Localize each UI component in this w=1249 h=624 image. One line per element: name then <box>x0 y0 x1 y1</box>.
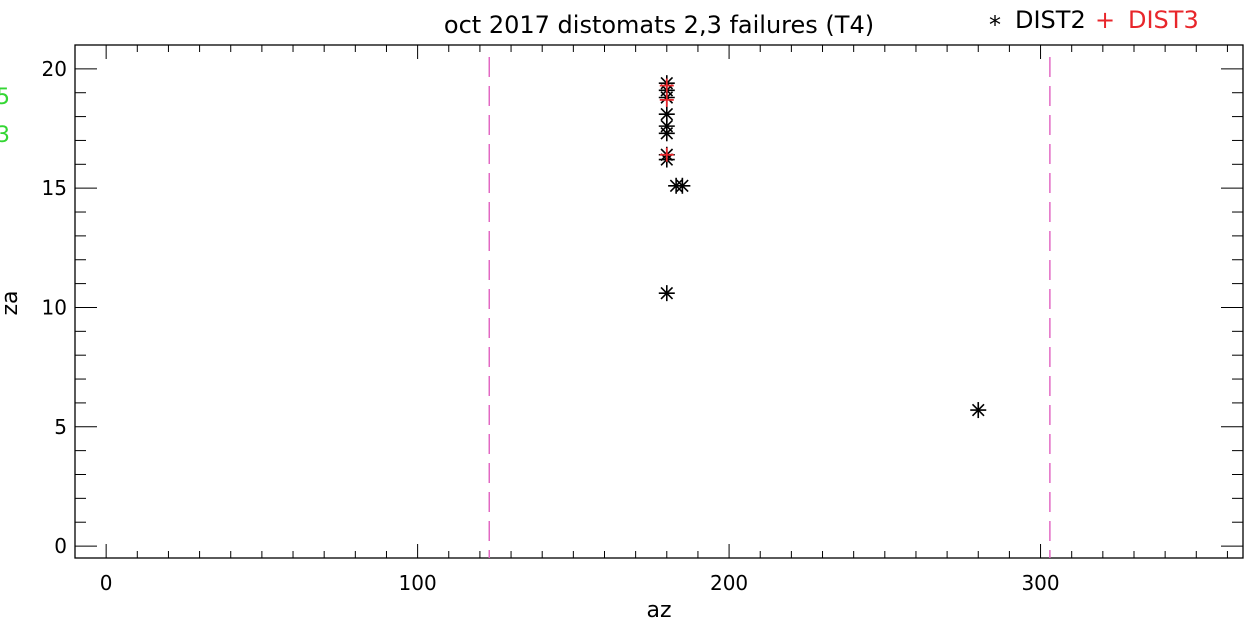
legend-dist3-label: DIST3 <box>1128 6 1199 34</box>
x-axis-label: az <box>646 598 671 623</box>
margin-note-2: 3 <box>0 123 10 148</box>
point-dist2 <box>658 125 675 142</box>
point-dist3 <box>659 147 674 162</box>
point-dist3 <box>659 78 674 93</box>
plot-frame <box>74 44 1244 559</box>
y-tick-label: 0 <box>54 534 67 558</box>
x-tick-label: 200 <box>710 571 748 595</box>
reference-lines <box>488 57 1051 558</box>
point-dist2 <box>970 402 987 419</box>
legend-dist3-symbol: + <box>1095 6 1115 34</box>
data-points <box>658 75 987 419</box>
point-dist3 <box>659 92 674 107</box>
y-tick-label: 5 <box>54 415 67 439</box>
y-tick-label: 10 <box>42 295 67 319</box>
x-tick-label: 0 <box>100 571 113 595</box>
legend-dist2-symbol: * <box>989 11 1001 39</box>
x-tick-label: 300 <box>1021 571 1059 595</box>
y-tick-label: 20 <box>42 57 67 81</box>
tick-marks: 0 100 200 300 0 5 10 15 20 <box>42 44 1243 595</box>
legend: * DIST2 + DIST3 <box>989 6 1199 39</box>
margin-note-1: 5 <box>0 85 10 110</box>
chart-title: oct 2017 distomats 2,3 failures (T4) <box>444 11 874 39</box>
legend-dist2-label: DIST2 <box>1015 6 1086 34</box>
y-axis-label: za <box>0 290 23 315</box>
point-dist2 <box>674 177 691 194</box>
axes <box>74 44 1244 559</box>
y-tick-label: 15 <box>42 176 67 200</box>
x-tick-label: 100 <box>399 571 437 595</box>
point-dist2 <box>658 285 675 302</box>
